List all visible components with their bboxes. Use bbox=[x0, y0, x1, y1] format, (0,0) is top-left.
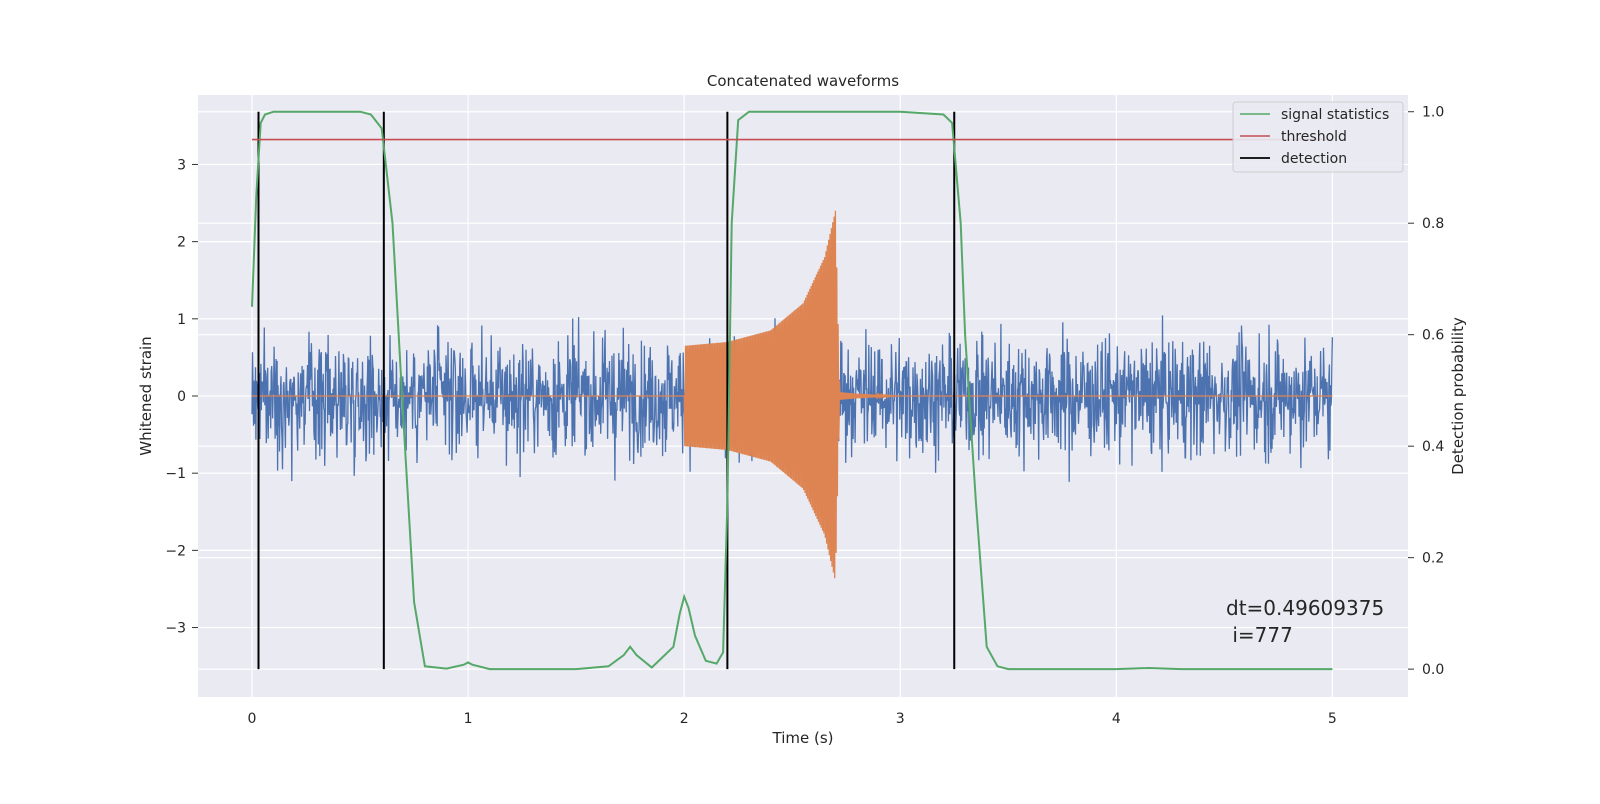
legend-label-threshold: threshold bbox=[1281, 129, 1347, 145]
injection-series bbox=[252, 210, 1333, 579]
y-tick-label: −1 bbox=[165, 466, 186, 482]
y-tick-label: −3 bbox=[165, 621, 186, 637]
y2-tick-label: 1.0 bbox=[1422, 105, 1444, 121]
legend: signal statistics threshold detection bbox=[1232, 101, 1404, 173]
legend-label-statistics: signal statistics bbox=[1281, 107, 1389, 123]
y2-tick-label: 0.8 bbox=[1422, 216, 1444, 232]
y-tick-label: 0 bbox=[177, 389, 186, 405]
annotation-text: dt=0.49609375 i=777 bbox=[1226, 596, 1384, 647]
y2-tick-label: 0.6 bbox=[1422, 328, 1444, 344]
annotation-line: dt=0.49609375 bbox=[1226, 596, 1384, 620]
x-tick-label: 1 bbox=[464, 711, 473, 727]
axis-ticks: 0 1 2 3 4 5 −3 −2 −1 0 1 2 3 0.0 0.2 0.4 0.6 0.8 1.0 bbox=[165, 105, 1444, 727]
y2-tick-label: 0.4 bbox=[1422, 439, 1444, 455]
x-tick-label: 0 bbox=[248, 711, 257, 727]
injection-line bbox=[252, 210, 1333, 579]
x-tick-label: 5 bbox=[1328, 711, 1337, 727]
chart-title: Concatenated waveforms bbox=[707, 72, 899, 90]
y-axis-label: Whitened strain bbox=[137, 336, 155, 455]
x-tick-label: 2 bbox=[680, 711, 689, 727]
legend-label-detection: detection bbox=[1281, 151, 1347, 167]
y2-axis-label: Detection probability bbox=[1449, 317, 1467, 475]
y-tick-label: −2 bbox=[165, 543, 186, 559]
x-tick-label: 3 bbox=[896, 711, 905, 727]
y-tick-label: 2 bbox=[177, 235, 186, 251]
y2-tick-label: 0.0 bbox=[1422, 662, 1444, 678]
detection-lines bbox=[257, 111, 956, 670]
x-tick-label: 4 bbox=[1112, 711, 1121, 727]
y2-tick-label: 0.2 bbox=[1422, 551, 1444, 567]
y-tick-label: 1 bbox=[177, 312, 186, 328]
x-axis-label: Time (s) bbox=[772, 729, 834, 747]
y-tick-label: 3 bbox=[177, 157, 186, 173]
statistics-layer bbox=[251, 110, 1333, 671]
annotation-line: i=777 bbox=[1226, 623, 1293, 647]
legend-box bbox=[1232, 101, 1404, 173]
signal-statistics-line bbox=[251, 110, 1333, 671]
